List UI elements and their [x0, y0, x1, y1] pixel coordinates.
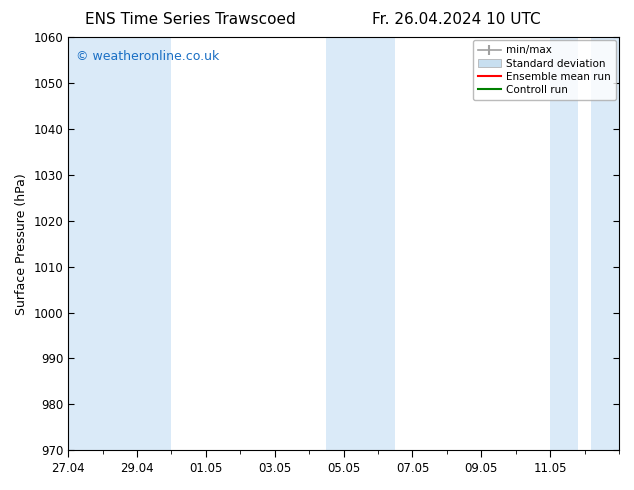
Text: ENS Time Series Trawscoed: ENS Time Series Trawscoed [85, 12, 295, 27]
Bar [592, 37, 619, 450]
Bar [327, 37, 361, 450]
Bar [68, 37, 120, 450]
Bar [550, 37, 578, 450]
Legend: min/max, Standard deviation, Ensemble mean run, Controll run: min/max, Standard deviation, Ensemble me… [472, 40, 616, 100]
Text: Fr. 26.04.2024 10 UTC: Fr. 26.04.2024 10 UTC [372, 12, 541, 27]
Bar [361, 37, 395, 450]
Bar [120, 37, 171, 450]
Y-axis label: Surface Pressure (hPa): Surface Pressure (hPa) [15, 173, 28, 315]
Text: © weatheronline.co.uk: © weatheronline.co.uk [77, 49, 219, 63]
